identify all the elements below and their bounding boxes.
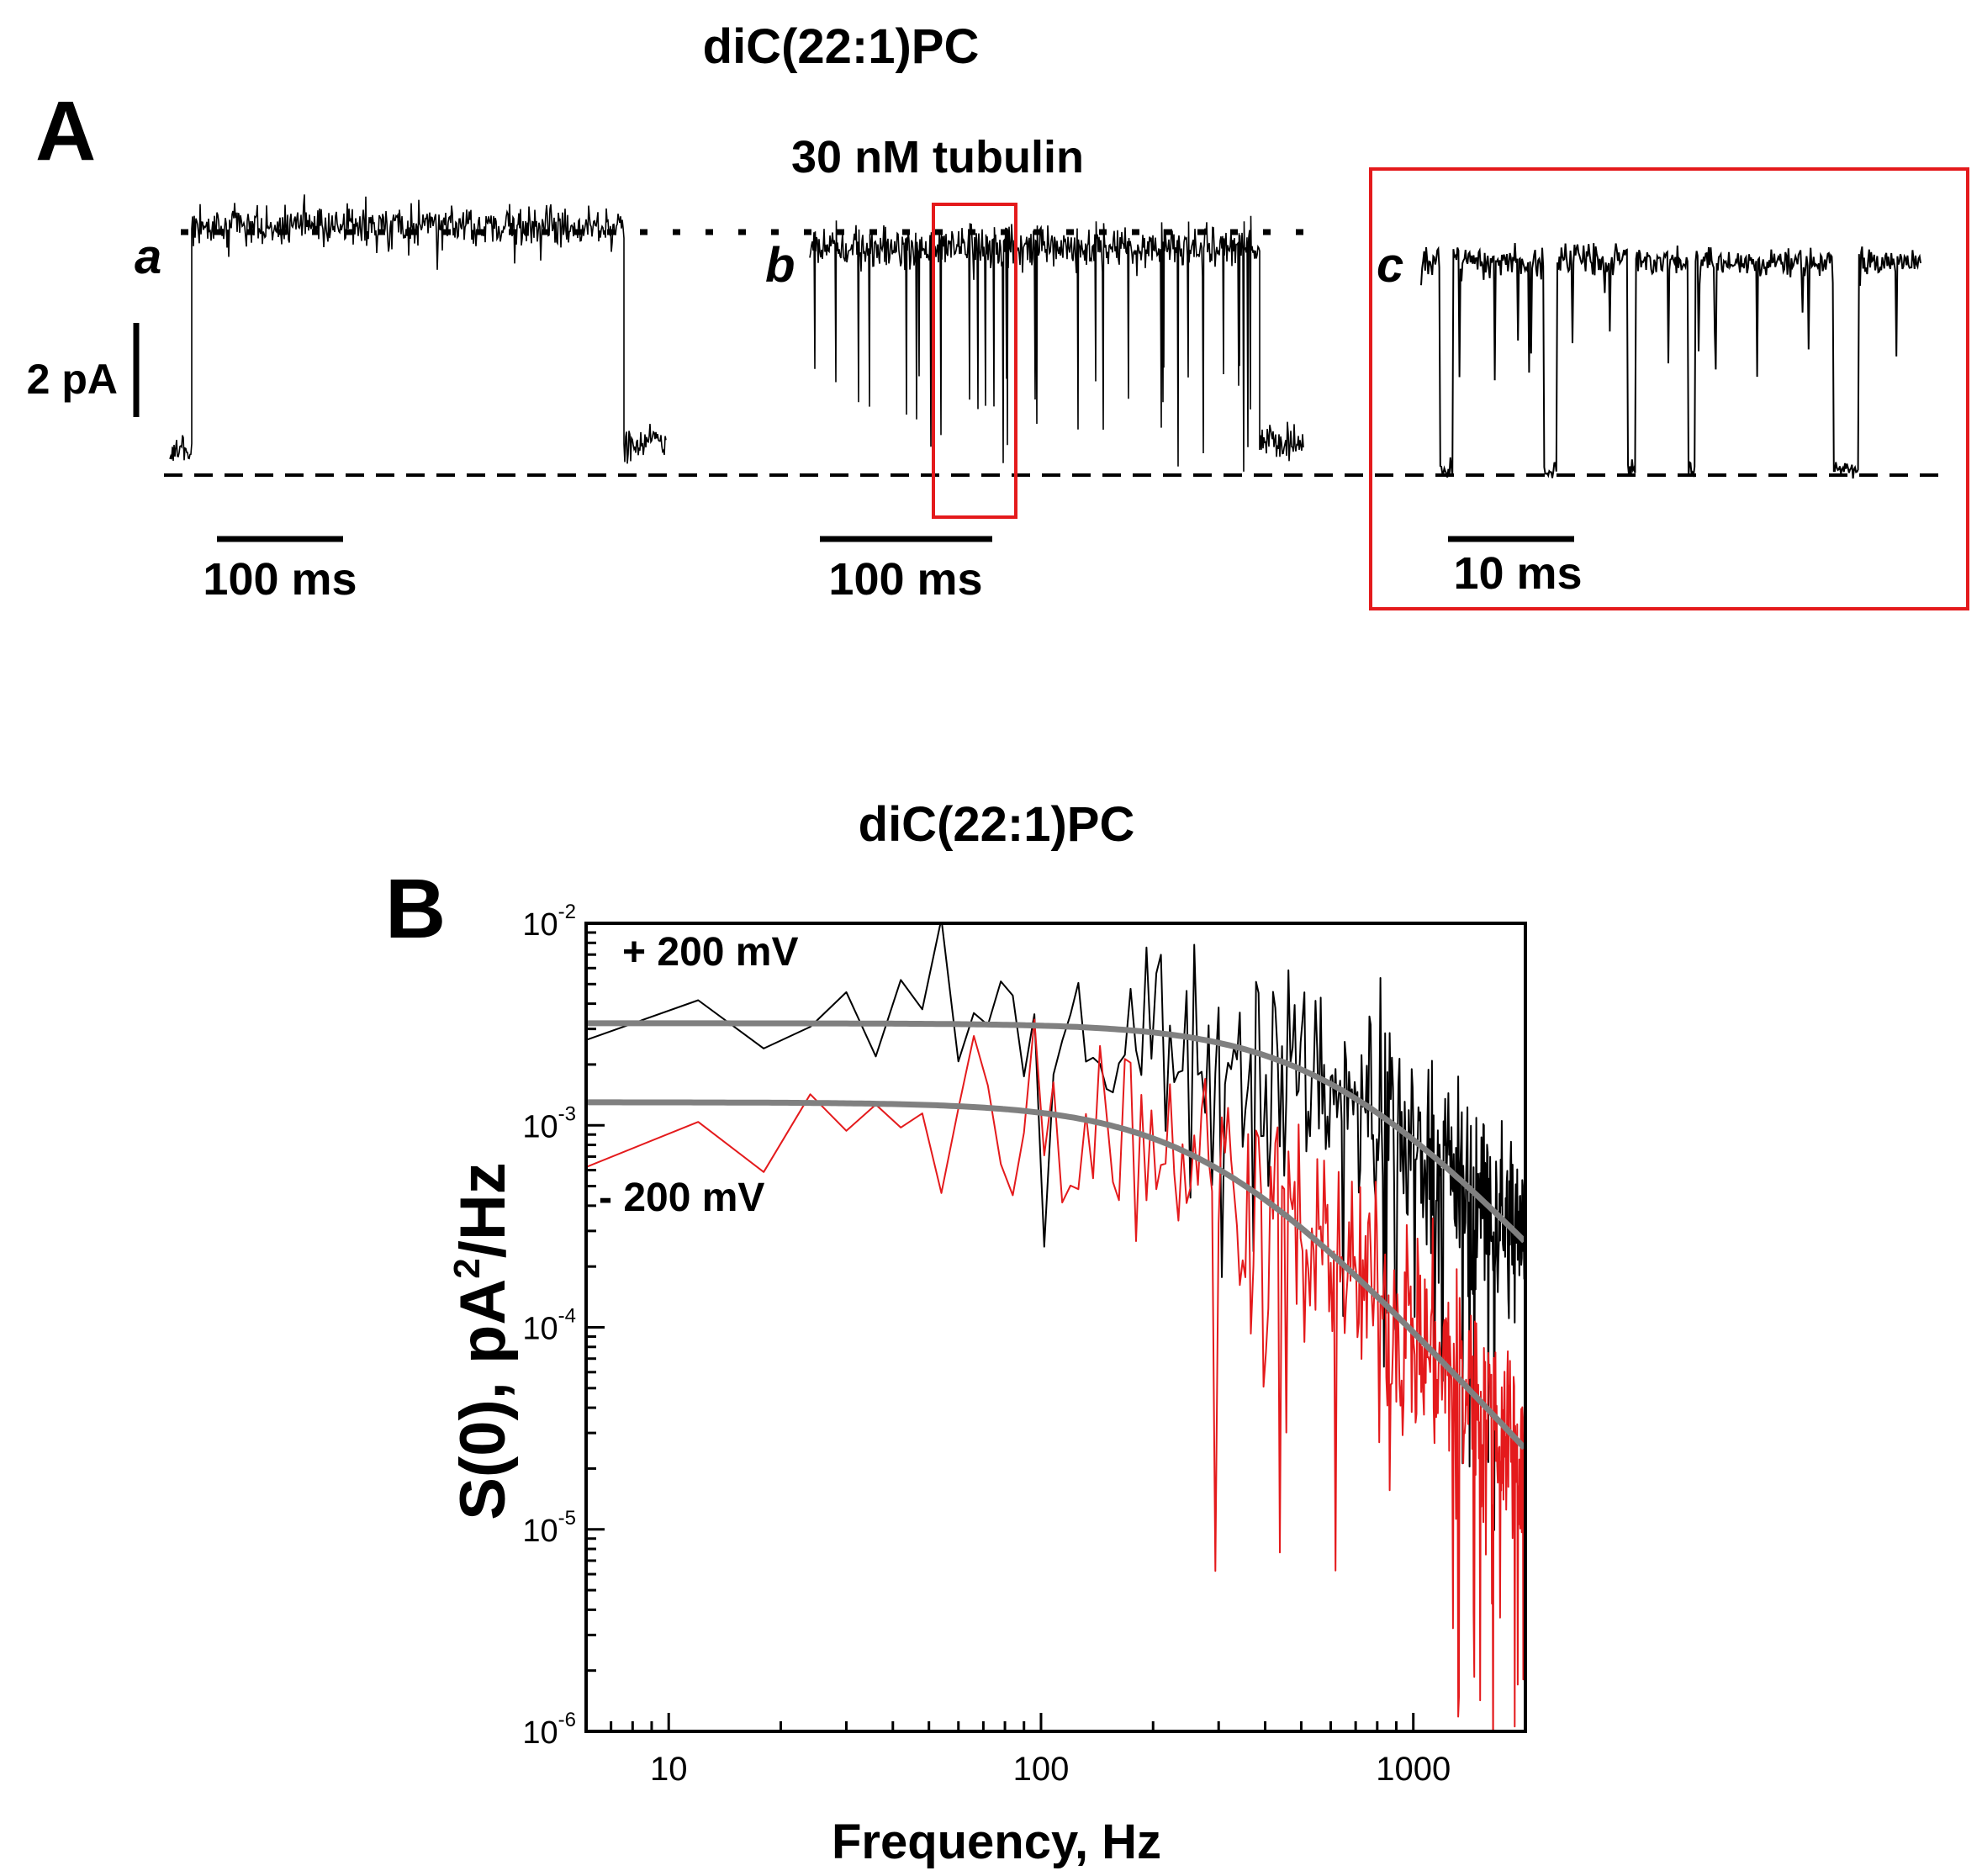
time-scale-label-b: 100 ms — [828, 554, 982, 605]
x-tick-label: 1000 — [1376, 1751, 1451, 1788]
y-tick-label: 10-5 — [522, 1507, 576, 1549]
series-layer — [586, 923, 1525, 1731]
panel-b: diC(22:1)PC B 10 100 1000 10-6 10-5 10-4 10-3… — [385, 797, 1527, 1869]
legend-label-plus-200mv: + 200 mV — [622, 930, 798, 975]
trace-label-a: a — [135, 230, 161, 284]
trace-label-c: c — [1377, 238, 1403, 293]
zoom-region-box — [932, 203, 1017, 519]
x-axis: 10 100 1000 — [584, 1713, 1527, 1788]
y-tick-label: 10-2 — [522, 901, 576, 943]
spectrum-plus-200mv — [586, 923, 1525, 1531]
y-axis-label-main: S(0), pA — [447, 1279, 519, 1520]
time-scale-label-c: 10 ms — [1453, 548, 1582, 599]
x-tick-label: 10 — [650, 1751, 688, 1788]
time-scale-label-a: 100 ms — [203, 554, 357, 605]
y-axis: 10-6 10-5 10-4 10-3 10-2 — [522, 901, 605, 1751]
current-trace-c-zoom — [1420, 243, 1921, 479]
fit-curve-minus-200mv — [586, 1099, 1525, 1451]
trace-label-b: b — [765, 238, 795, 293]
panel-a: diC(22:1)PC A 30 nM tubulin a b c 2 pA 1… — [27, 19, 1969, 610]
chart-title: diC(22:1)PC — [859, 797, 1135, 852]
panel-a-label: A — [35, 84, 96, 178]
y-axis-label-sup: 2 — [447, 1258, 488, 1278]
panel-a-title: diC(22:1)PC — [703, 19, 980, 74]
x-tick-label: 100 — [1013, 1751, 1070, 1788]
x-axis-label: Frequency, Hz — [832, 1815, 1161, 1869]
current-trace-b — [809, 215, 1304, 472]
condition-label: 30 nM tubulin — [791, 132, 1084, 182]
y-axis-label-tail: /Hz — [447, 1162, 519, 1258]
y-tick-label: 10-6 — [522, 1709, 576, 1751]
y-axis-label: S(0), pA2/Hz — [447, 1162, 519, 1520]
panel-b-label: B — [385, 862, 446, 956]
y-tick-label: 10-4 — [522, 1305, 576, 1347]
zoom-inset-box — [1369, 167, 1969, 610]
legend-label-minus-200mv: - 200 mV — [599, 1176, 764, 1220]
fit-curve-plus-200mv — [586, 1020, 1525, 1244]
current-scale-label: 2 pA — [27, 356, 118, 403]
current-trace-a — [169, 194, 667, 464]
y-tick-label: 10-3 — [522, 1102, 576, 1144]
spectrum-minus-200mv — [586, 1018, 1525, 1731]
